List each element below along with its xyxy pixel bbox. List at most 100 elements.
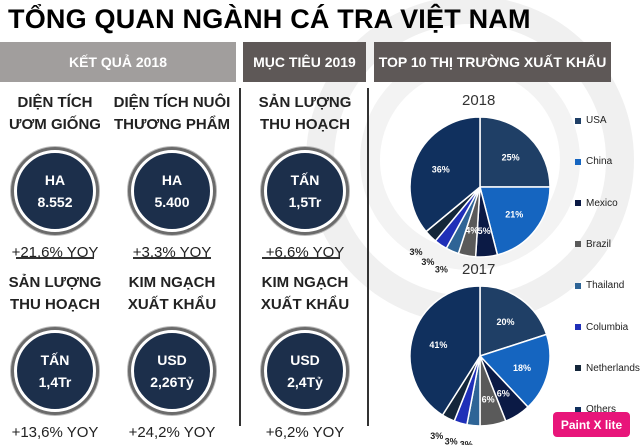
pie-slice-usa <box>479 116 551 188</box>
metric-circle: USD 2,4Tỷ <box>264 330 346 412</box>
legend-item: Netherlands <box>575 363 640 374</box>
watermark-logo: Paint X lite <box>553 412 630 437</box>
pie-data-label: 6% <box>482 395 495 405</box>
metric-circle: TẤN 1,5Tr <box>264 150 346 232</box>
pie-slice-others <box>409 116 481 233</box>
metric-heading-line: THU HOẠCH <box>10 296 100 313</box>
pie-data-label: 3% <box>410 247 423 257</box>
metric-heading: DIỆN TÍCH NUÔI THƯƠNG PHẨM <box>113 92 231 136</box>
metric-heading-line: SẢN LƯỢNG <box>258 94 352 111</box>
divider <box>133 257 211 259</box>
legend-swatch <box>575 158 581 165</box>
metric-card: SẢN LƯỢNG THU HOẠCH TẤN 1,4Tr +13,6% YOY <box>0 272 114 441</box>
metric-yoy: +24,2% YOY <box>128 424 216 441</box>
pie-data-label: 25% <box>502 152 520 162</box>
metric-card: DIỆN TÍCH ƯƠM GIỐNG HA 8.552 +21,6% YOY <box>0 92 114 261</box>
legend-swatch <box>575 282 581 289</box>
metric-unit: TẤN <box>40 352 70 368</box>
metric-heading-line: ƯƠM GIỐNG <box>9 116 101 133</box>
legend-item: Mexico <box>575 198 618 209</box>
metric-value: 1,5Tr <box>288 194 322 210</box>
metric-heading-line: SẢN LƯỢNG <box>8 274 102 291</box>
legend-item: China <box>575 156 612 167</box>
legend-swatch <box>575 324 581 330</box>
legend-swatch <box>575 117 581 124</box>
metric-unit: TẤN <box>290 172 320 188</box>
metric-card: DIỆN TÍCH NUÔI THƯƠNG PHẨM HA 5.400 +3,3% … <box>113 92 231 261</box>
legend-label: Netherlands <box>586 362 640 374</box>
metric-unit: USD <box>290 352 320 368</box>
pie-data-label: 20% <box>497 317 515 327</box>
markets-header: TOP 10 THỊ TRƯỜNG XUẤT KHẨU <box>374 42 611 82</box>
metric-heading-line: THƯƠNG PHẨM <box>113 116 231 133</box>
metric-unit: HA <box>161 172 183 188</box>
legend-label: Brazil <box>586 238 612 250</box>
legend-item: USA <box>575 115 607 126</box>
pie-title-2017: 2017 <box>462 261 496 278</box>
metric-circle: HA 8.552 <box>14 150 96 232</box>
metric-card: KIM NGẠCH XUẤT KHẨU USD 2,26Tỷ +24,2% YOY <box>113 272 231 441</box>
metric-heading: KIM NGẠCH XUẤT KHẨU <box>246 272 364 316</box>
divider <box>16 257 94 259</box>
metric-unit: HA <box>44 172 66 188</box>
legend-item: Columbia <box>575 322 628 333</box>
metric-unit: USD <box>157 352 187 368</box>
legend-swatch <box>575 406 581 413</box>
metric-heading-line: XUẤT KHẨU <box>127 296 217 313</box>
metric-heading: KIM NGẠCH XUẤT KHẨU <box>113 272 231 316</box>
metric-heading: DIỆN TÍCH ƯƠM GIỐNG <box>0 92 114 136</box>
metric-heading: SẢN LƯỢNG THU HOẠCH <box>0 272 114 316</box>
metric-value: 5.400 <box>154 194 190 210</box>
pie-data-label: 3% <box>445 437 458 445</box>
pie-slice-china <box>479 186 551 256</box>
metric-heading-line: KIM NGẠCH <box>261 274 349 291</box>
metric-value: 1,4Tr <box>38 374 72 390</box>
pie-slice-usa <box>479 285 548 358</box>
pie-slice-others <box>409 285 481 417</box>
divider <box>262 257 340 259</box>
legend-label: Thailand <box>586 280 625 292</box>
results-header: KẾT QUẢ 2018 <box>0 42 236 82</box>
pie-title-2018: 2018 <box>462 92 496 109</box>
metric-heading-line: DIỆN TÍCH NUÔI <box>113 94 231 111</box>
legend-swatch <box>575 241 581 248</box>
pie-data-label: 3% <box>460 440 473 445</box>
pie-data-label: 36% <box>432 165 450 175</box>
legend-label: Others <box>586 404 617 416</box>
legend-label: China <box>586 156 613 168</box>
pie-data-label: 3% <box>430 431 443 441</box>
legend-swatch <box>575 200 581 207</box>
metric-heading-line: KIM NGẠCH <box>128 274 216 291</box>
page-title: TỔNG QUAN NGÀNH CÁ TRA VIỆT NAM <box>8 4 531 34</box>
pie-data-label: 3% <box>421 257 434 267</box>
legend-item: Thailand <box>575 280 624 291</box>
legend-item: Others <box>575 404 616 415</box>
pie-data-label: 6% <box>497 389 510 399</box>
legend-item: Brazil <box>575 239 611 250</box>
metric-value: 8.552 <box>37 194 73 210</box>
metric-heading-line: XUẤT KHẨU <box>260 296 350 313</box>
legend-label: Columbia <box>586 321 629 333</box>
pie-data-label: 41% <box>429 340 447 350</box>
metric-card: SẢN LƯỢNG THU HOẠCH TẤN 1,5Tr +6,6% YOY <box>246 92 364 261</box>
divider <box>367 88 369 426</box>
metric-circle: USD 2,26Tỷ <box>131 330 213 412</box>
pie-data-label: 3% <box>435 264 448 274</box>
legend-label: USA <box>586 115 607 126</box>
metric-value: 2,4Tỷ <box>287 374 323 390</box>
legend-label: Mexico <box>586 197 618 209</box>
pie-data-label: 21% <box>505 210 523 220</box>
metric-yoy: +13,6% YOY <box>11 424 99 441</box>
pie-data-label: 18% <box>513 363 531 373</box>
metric-heading-line: THU HOẠCH <box>260 116 350 133</box>
metric-circle: HA 5.400 <box>131 150 213 232</box>
metric-yoy: +3,3% YOY <box>132 244 212 261</box>
metric-yoy: +6,2% YOY <box>265 424 345 441</box>
metric-yoy: +6,6% YOY <box>265 244 345 261</box>
pie-slice-china <box>478 333 551 409</box>
metric-circle: TẤN 1,4Tr <box>14 330 96 412</box>
divider <box>239 88 241 426</box>
metric-value: 2,26Tỷ <box>150 374 194 390</box>
metric-card: KIM NGẠCH XUẤT KHẨU USD 2,4Tỷ +6,2% YOY <box>246 272 364 441</box>
